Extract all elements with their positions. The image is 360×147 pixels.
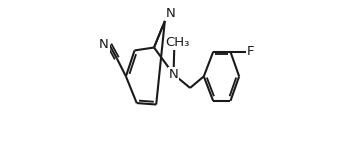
Text: F: F <box>247 45 255 58</box>
Text: N: N <box>99 38 109 51</box>
Text: N: N <box>168 68 179 81</box>
Text: CH₃: CH₃ <box>166 36 190 49</box>
Text: N: N <box>166 7 175 20</box>
